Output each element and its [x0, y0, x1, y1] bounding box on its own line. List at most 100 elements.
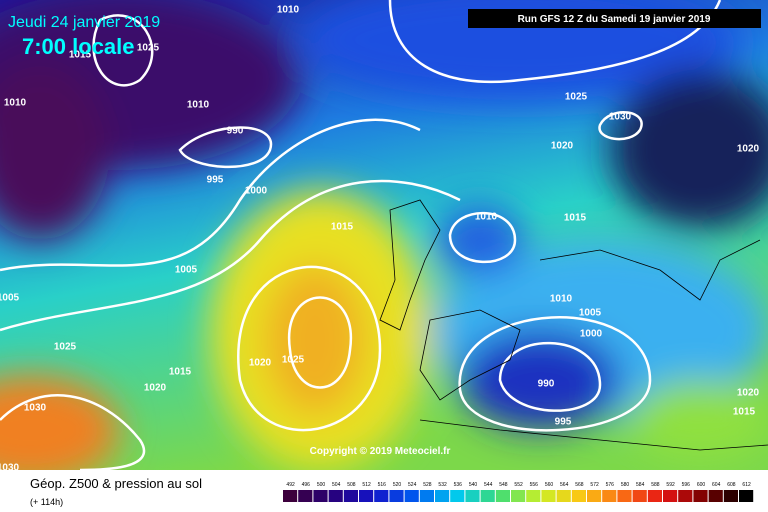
isobar-label: 1015	[169, 367, 192, 378]
scale-swatch	[511, 490, 526, 502]
isobar-labels: 1010 1015 1025 1010 1010 990 995 1000 1015 1005 10…	[0, 5, 760, 474]
scale-swatch	[450, 490, 465, 502]
isobar-label: 990	[538, 379, 555, 390]
scale-swatch	[556, 490, 571, 502]
scale-label: 544	[484, 482, 493, 488]
isobar-label: 1025	[565, 92, 588, 103]
isobar-label: 1020	[144, 383, 167, 394]
scale-swatch	[389, 490, 404, 502]
isobar-label: 990	[227, 126, 244, 137]
scale-swatch	[465, 490, 480, 502]
isobar-label: 1005	[579, 308, 602, 319]
scale-label: 612	[742, 482, 751, 488]
scale-label: 592	[666, 482, 675, 488]
scale-swatch	[602, 490, 617, 502]
isobar-label: 1005	[0, 293, 20, 304]
isobar-label: 1030	[0, 463, 20, 474]
isobar-label: 1010	[4, 98, 27, 109]
copyright: Copyright © 2019 Meteociel.fr	[310, 446, 451, 457]
isobar-label: 1010	[550, 294, 573, 305]
scale-label: 504	[332, 482, 341, 488]
isobar-label: 1030	[24, 403, 47, 414]
scale-label: 536	[454, 482, 463, 488]
scale-label: 568	[575, 482, 584, 488]
footer-lead: (+ 114h)	[30, 497, 63, 507]
scale-label: 584	[636, 482, 645, 488]
scale-label: 532	[438, 482, 447, 488]
scale-swatch	[480, 490, 495, 502]
run-label: Run GFS 12 Z du Samedi 19 janvier 2019	[518, 14, 711, 25]
isobar-label: 995	[555, 417, 572, 428]
scale-label: 600	[697, 482, 706, 488]
isobar-label: 1005	[175, 265, 198, 276]
isobar-label: 1015	[733, 407, 756, 418]
isobar-label: 1015	[331, 222, 354, 233]
scale-swatch	[663, 490, 678, 502]
scale-label: 496	[302, 482, 311, 488]
isobar-label: 1025	[282, 355, 305, 366]
isobar-label: 1000	[580, 329, 603, 340]
isobar-label: 1020	[737, 388, 760, 399]
scale-swatch	[617, 490, 632, 502]
scale-swatch	[343, 490, 358, 502]
scale-swatch	[404, 490, 419, 502]
scale-label: 492	[286, 482, 295, 488]
scale-label: 560	[545, 482, 554, 488]
scale-swatch	[435, 490, 450, 502]
scale-swatch	[359, 490, 374, 502]
isobar-label: 1020	[249, 358, 272, 369]
scale-swatch	[739, 490, 754, 502]
scale-swatch	[571, 490, 586, 502]
scale-swatch	[419, 490, 434, 502]
scale-swatch	[693, 490, 708, 502]
scale-swatch	[587, 490, 602, 502]
scale-label: 540	[469, 482, 478, 488]
isobar-label: 995	[207, 175, 224, 186]
scale-swatch	[313, 490, 328, 502]
scale-label: 604	[712, 482, 721, 488]
isobar-label: 1020	[737, 144, 760, 155]
scale-label: 528	[423, 482, 432, 488]
scale-swatch	[283, 490, 298, 502]
scale-label: 516	[378, 482, 387, 488]
scale-swatch	[632, 490, 647, 502]
scale-label: 596	[682, 482, 691, 488]
isobar-label: 1000	[245, 186, 268, 197]
scale-label: 508	[347, 482, 356, 488]
field	[0, 0, 768, 485]
scale-label: 552	[514, 482, 523, 488]
scale-swatch	[374, 490, 389, 502]
scale-label: 564	[560, 482, 569, 488]
scale-label: 520	[393, 482, 402, 488]
scale-label: 512	[362, 482, 371, 488]
scale-label: 548	[499, 482, 508, 488]
scale-label: 580	[621, 482, 630, 488]
color-scale: 492 496 500 504 508 512 516 520 524 528 532 536 540 5…	[283, 482, 754, 502]
scale-swatch	[328, 490, 343, 502]
isobar-label: 1025	[137, 43, 160, 54]
scale-swatch	[647, 490, 662, 502]
footer-title: Géop. Z500 & pression au sol	[30, 476, 202, 491]
scale-label: 500	[317, 482, 326, 488]
isobar-label: 1030	[609, 112, 632, 123]
run-box	[468, 9, 761, 28]
scale-label: 524	[408, 482, 417, 488]
scale-swatch	[541, 490, 556, 502]
scale-swatch	[708, 490, 723, 502]
isobar-label: 1020	[551, 141, 574, 152]
isobar-label: 1010	[475, 212, 498, 223]
scale-label: 572	[590, 482, 599, 488]
scale-label: 576	[606, 482, 615, 488]
isobar-label: 1025	[54, 342, 77, 353]
scale-swatch	[723, 490, 738, 502]
scale-swatch	[526, 490, 541, 502]
date-label: Jeudi 24 janvier 2019	[8, 14, 160, 31]
time-label: 7:00 locale	[22, 34, 135, 59]
isobar-label: 1015	[564, 213, 587, 224]
scale-swatch	[678, 490, 693, 502]
scale-label: 608	[727, 482, 736, 488]
isobar-label: 1010	[187, 100, 210, 111]
scale-swatch	[495, 490, 510, 502]
isobar-label: 1010	[277, 5, 300, 16]
